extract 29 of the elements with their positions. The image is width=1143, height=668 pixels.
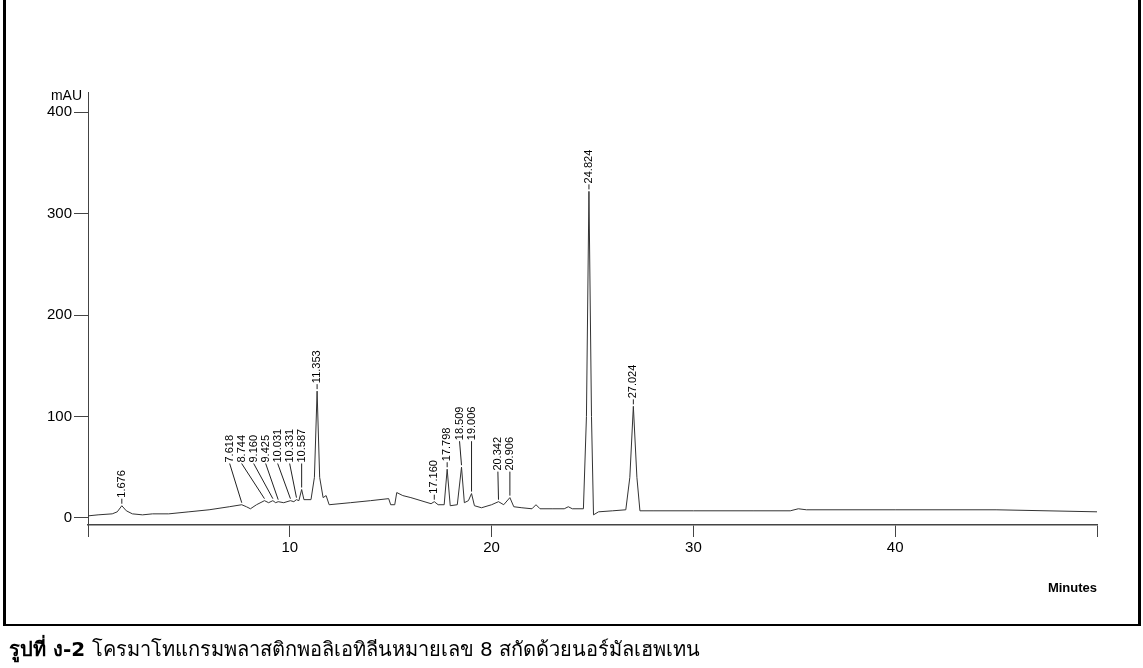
x-axis-title: Minutes: [1047, 579, 1097, 595]
annotation: 20.906: [502, 436, 515, 471]
annotation: 17.798: [440, 427, 453, 462]
annotation: 24.824: [581, 149, 594, 184]
annotation: 10.587: [294, 428, 307, 463]
annotation: 7.618: [222, 434, 235, 463]
text: รูปที่ ง-2 โครมาโทแกรมพลาสติกพอลิเอทิลีนหมายเลข 8 สกัดด้วยนอร์มัลเฮพเทน: [9, 634, 700, 665]
y-tick-label: 0: [63, 508, 72, 526]
annotation: 10.031: [270, 428, 283, 463]
y-tick-label: 400: [46, 102, 72, 120]
y-tick-label: 200: [46, 305, 72, 323]
annotation: 8.744: [234, 434, 247, 463]
annotation: 9.160: [246, 434, 259, 463]
annotation: 20.342: [490, 436, 503, 471]
y-axis-title: mAU: [50, 86, 82, 103]
y-tick-label: 100: [46, 406, 72, 424]
annotation: 10.331: [282, 428, 295, 463]
annotation: 1.676: [114, 470, 127, 498]
x-tick-label: 10: [281, 538, 299, 556]
annotation: 27.024: [626, 364, 639, 399]
x-tick-label: 20: [483, 538, 500, 556]
y-tick-label: 300: [46, 203, 72, 221]
annotation: 9.425: [258, 434, 271, 463]
annotation: 18.509: [452, 406, 465, 441]
x-tick-label: 40: [886, 538, 904, 556]
annotation: 19.006: [464, 406, 477, 441]
annotation: 11.353: [310, 350, 323, 384]
annotation: 17.160: [427, 460, 440, 494]
x-tick-label: 30: [685, 538, 702, 556]
